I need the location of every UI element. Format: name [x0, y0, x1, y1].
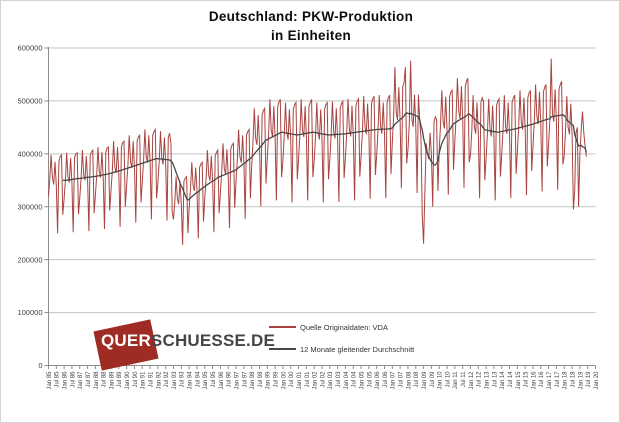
vda-series-line: [48, 58, 587, 245]
x-tick-label: Jan 16: [531, 371, 537, 390]
x-tick-label: Jan 20: [594, 371, 600, 390]
x-tick-label: Jan 15: [516, 371, 522, 390]
x-tick-label: Jan 11: [453, 371, 459, 389]
moving-average-label: 12 Monate gleitender Durchschnitt: [300, 344, 415, 354]
moving-average-swatch: [269, 348, 296, 350]
x-tick-label: Jul 96: [227, 371, 233, 388]
x-tick-label: Jan 91: [141, 371, 147, 390]
vda-series-swatch: [269, 326, 296, 328]
x-tick-label: Jan 08: [406, 371, 412, 390]
x-tick-label: Jan 09: [422, 371, 428, 390]
x-tick-label: Jul 95: [211, 371, 217, 388]
chart-title-line1: Deutschland: PKW-Produktion: [208, 9, 414, 24]
x-tick-label: Jan 13: [485, 371, 491, 390]
x-tick-label: Jan 12: [469, 371, 475, 390]
vda-series-label: Quelle Originaldaten: VDA: [300, 322, 388, 332]
y-tick-label: 600000: [17, 44, 42, 53]
y-tick-label: 400000: [17, 149, 42, 158]
x-tick-label: Jul 05: [367, 371, 373, 388]
x-tick-label: Jul 01: [305, 371, 311, 388]
x-tick-label: Jan 85: [47, 371, 53, 390]
x-tick-label: Jul 03: [336, 371, 342, 388]
x-tick-label: Jul 13: [492, 371, 498, 388]
x-tick-label: Jan 93: [172, 371, 178, 390]
x-tick-label: Jul 08: [414, 371, 420, 388]
y-tick-label: 500000: [17, 97, 42, 106]
x-tick-label: Jan 89: [109, 371, 115, 390]
x-tick-label: Jan 99: [266, 371, 272, 390]
x-tick-label: Jan 98: [250, 371, 256, 390]
x-tick-label: Jul 12: [477, 371, 483, 388]
x-tick-label: Jan 90: [125, 371, 131, 390]
x-tick-label: Jan 04: [344, 371, 350, 390]
x-tick-label: Jan 96: [219, 371, 225, 390]
x-tick-label: Jul 92: [164, 371, 170, 388]
x-tick-label: Jul 94: [195, 371, 201, 388]
legend-entry-moving-average: 12 Monate gleitender Durchschnitt: [269, 344, 414, 354]
x-tick-label: Jan 17: [547, 371, 553, 390]
x-tick-label: Jan 00: [281, 371, 287, 390]
x-tick-label: Jul 85: [55, 371, 61, 388]
querschuesse-watermark: QUERSCHUESSE.DE: [91, 313, 275, 371]
x-tick-label: Jan 95: [203, 371, 209, 390]
x-tick-label: Jul 10: [445, 371, 451, 388]
x-tick-label: Jan 02: [313, 371, 319, 390]
x-tick-label: Jan 88: [94, 371, 100, 390]
x-tick-label: Jul 98: [258, 371, 264, 388]
x-tick-label: Jan 14: [500, 371, 506, 390]
x-tick-label: Jul 18: [570, 371, 576, 388]
x-tick-label: Jul 15: [524, 371, 530, 388]
x-tick-label: Jul 07: [399, 371, 405, 388]
x-tick-label: Jul 02: [320, 371, 326, 388]
x-tick-label: Jul 97: [242, 371, 248, 388]
x-tick-label: Jan 92: [156, 371, 162, 390]
x-tick-label: Jan 05: [359, 371, 365, 390]
x-tick-label: Jan 01: [297, 371, 303, 390]
x-tick-label: Jul 11: [461, 371, 467, 387]
x-tick-label: Jul 09: [430, 371, 436, 388]
watermark-text-rest: SCHUESSE.DE: [150, 331, 275, 350]
y-tick-label: 200000: [17, 255, 42, 264]
chart-title-line2: in Einheiten: [270, 28, 352, 43]
x-tick-label: Jul 88: [102, 371, 108, 388]
x-tick-label: Jul 87: [86, 371, 92, 388]
x-tick-label: Jan 07: [391, 371, 397, 390]
x-tick-label: Jul 90: [133, 371, 139, 388]
x-tick-label: Jan 19: [578, 371, 584, 390]
x-tick-label: Jan 97: [234, 371, 240, 390]
x-tick-label: Jul 93: [180, 371, 186, 388]
moving-average-line: [62, 112, 588, 201]
watermark-text: QUERSCHUESSE.DE: [101, 331, 275, 351]
y-tick-label: 0: [38, 361, 42, 370]
x-tick-label: Jan 87: [78, 371, 84, 390]
x-tick-label: Jul 17: [555, 371, 561, 388]
x-tick-label: Jan 10: [438, 371, 444, 390]
x-tick-label: Jul 89: [117, 371, 123, 388]
x-tick-label: Jul 91: [148, 371, 154, 388]
x-tick-label: Jan 18: [563, 371, 569, 390]
legend: Quelle Originaldaten: VDA 12 Monate glei…: [269, 322, 414, 366]
x-tick-label: Jan 86: [63, 371, 69, 390]
x-tick-label: Jul 04: [352, 371, 358, 388]
x-tick-label: Jul 86: [70, 371, 76, 388]
x-tick-label: Jul 16: [539, 371, 545, 388]
x-tick-label: Jul 00: [289, 371, 295, 388]
legend-entry-vda: Quelle Originaldaten: VDA: [269, 322, 414, 332]
x-tick-label: Jul 99: [274, 371, 280, 388]
x-tick-label: Jul 19: [586, 371, 592, 388]
x-tick-label: Jan 06: [375, 371, 381, 390]
y-tick-label: 100000: [17, 308, 42, 317]
chart-title: Deutschland: PKW-Produktion in Einheiten: [1, 7, 619, 45]
x-tick-label: Jul 06: [383, 371, 389, 388]
x-tick-label: Jan 03: [328, 371, 334, 390]
x-tick-label: Jan 94: [188, 371, 194, 390]
y-tick-label: 300000: [17, 202, 42, 211]
watermark-text-quer: QUER: [101, 331, 151, 350]
x-tick-label: Jul 14: [508, 371, 514, 388]
